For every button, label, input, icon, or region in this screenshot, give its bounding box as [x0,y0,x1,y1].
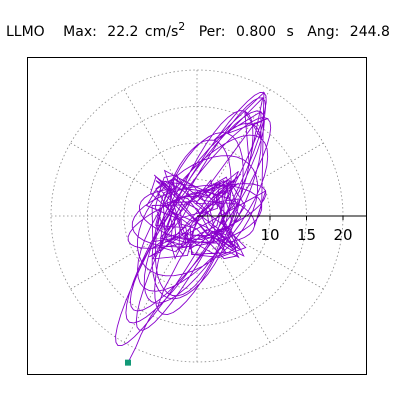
max-value: 22.2 [107,23,139,40]
tick-label-20: 20 [333,226,352,244]
end-marker [124,359,131,366]
plot-frame [27,57,367,375]
period-value: 0.800 [235,23,277,40]
grid-spoke [123,89,180,185]
radial-axis: 10 15 20 [197,215,366,244]
period-unit: s [286,23,294,40]
grid-spoke [214,247,271,343]
station-code: LLMO [6,23,45,40]
angle-value: 244.8 [349,23,390,40]
max-unit: cm/s2 [145,16,185,43]
angle-label: Ang: [307,23,340,40]
end-marker-layer [124,359,131,366]
tick-label-15: 15 [297,226,316,244]
max-unit-exponent: 2 [178,20,186,33]
period-label: Per: [198,23,226,40]
plot-header: LLMO Max: 22.2 cm/s2 Per: 0.800 s Ang: 2… [6,16,392,40]
tick-label-10: 10 [260,226,279,244]
motion-trace [115,91,272,363]
max-label: Max: [63,23,97,40]
max-unit-base: cm/s [144,23,179,40]
trace-path [115,91,272,363]
grid-spoke [70,142,166,199]
